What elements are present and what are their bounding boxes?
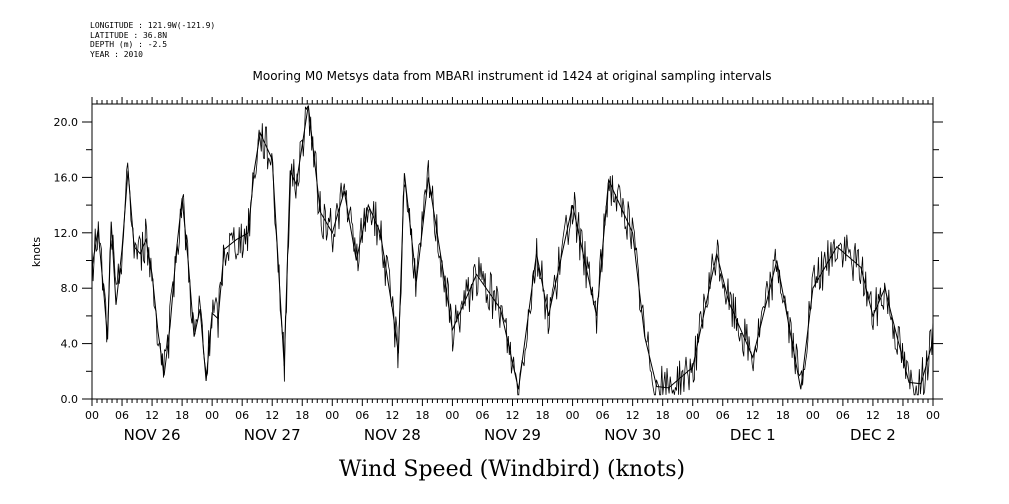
x-hour-tick-label: 12: [145, 409, 159, 422]
x-hour-tick-label: 12: [265, 409, 279, 422]
wind-speed-line: [91, 105, 934, 390]
x-axis: 00 06 12 18 00 06 12 18 00 06 12 18 00 06 12 18 00 06 12 18…: [85, 409, 940, 444]
chart-title: Mooring M0 Metsys data from MBARI instru…: [253, 69, 772, 83]
x-hour-tick-label: 18: [776, 409, 790, 422]
y-tick-label: 4.0: [61, 338, 79, 351]
y-tick-label: 20.0: [54, 116, 79, 129]
y-axis-label: knots: [30, 237, 43, 267]
wind-speed-samples: [91, 106, 934, 396]
x-hour-tick-label: 12: [506, 409, 520, 422]
y-tick-label: 12.0: [54, 227, 79, 240]
x-hour-tick-label: 06: [596, 409, 610, 422]
x-day-label: NOV 26: [124, 426, 181, 444]
x-axis-label: Wind Speed (Windbird) (knots): [339, 457, 685, 482]
x-hour-tick-label: 00: [445, 409, 459, 422]
x-day-label: NOV 27: [244, 426, 301, 444]
minor-ticks: [91, 97, 934, 406]
x-hour-tick-label: 06: [115, 409, 129, 422]
year-text: YEAR : 2010: [90, 49, 143, 59]
x-hour-tick-label: 00: [325, 409, 339, 422]
wind-speed-detail: [91, 106, 934, 396]
x-hour-tick-label: 12: [626, 409, 640, 422]
x-hour-tick-label: 06: [355, 409, 369, 422]
x-hour-tick-label: 00: [566, 409, 580, 422]
x-day-label: DEC 1: [730, 426, 776, 444]
x-hour-tick-label: 18: [536, 409, 550, 422]
metadata-block: LONGITUDE : 121.9W(-121.9) LATITUDE : 36…: [90, 21, 215, 59]
x-hour-tick-label: 06: [716, 409, 730, 422]
x-hour-tick-label: 12: [746, 409, 760, 422]
x-hour-tick-label: 00: [926, 409, 940, 422]
x-hour-tick-label: 18: [896, 409, 910, 422]
x-hour-tick-label: 18: [295, 409, 309, 422]
x-day-label: NOV 30: [604, 426, 661, 444]
latitude-text: LATITUDE : 36.8N: [90, 30, 168, 40]
x-hour-tick-label: 06: [836, 409, 850, 422]
x-hour-tick-label: 18: [175, 409, 189, 422]
y-axis: 0.0 4.0 8.0 12.0 16.0 20.0: [54, 116, 943, 406]
x-hour-tick-label: 00: [205, 409, 219, 422]
x-day-label: NOV 29: [484, 426, 541, 444]
x-hour-tick-label: 00: [806, 409, 820, 422]
x-hour-tick-label: 12: [866, 409, 880, 422]
y-tick-label: 16.0: [54, 171, 79, 184]
longitude-text: LONGITUDE : 121.9W(-121.9): [90, 21, 216, 30]
x-day-label: NOV 28: [364, 426, 421, 444]
x-hour-tick-label: 00: [686, 409, 700, 422]
depth-text: DEPTH (m) : -2.5: [90, 40, 168, 49]
x-hour-tick-label: 06: [235, 409, 249, 422]
y-tick-label: 8.0: [61, 282, 79, 295]
x-hour-tick-label: 12: [385, 409, 399, 422]
x-hour-tick-label: 06: [475, 409, 489, 422]
x-hour-tick-label: 00: [85, 409, 99, 422]
x-hour-tick-label: 18: [656, 409, 670, 422]
x-day-label: DEC 2: [850, 426, 896, 444]
x-hour-tick-label: 18: [415, 409, 429, 422]
y-tick-label: 0.0: [61, 393, 79, 406]
